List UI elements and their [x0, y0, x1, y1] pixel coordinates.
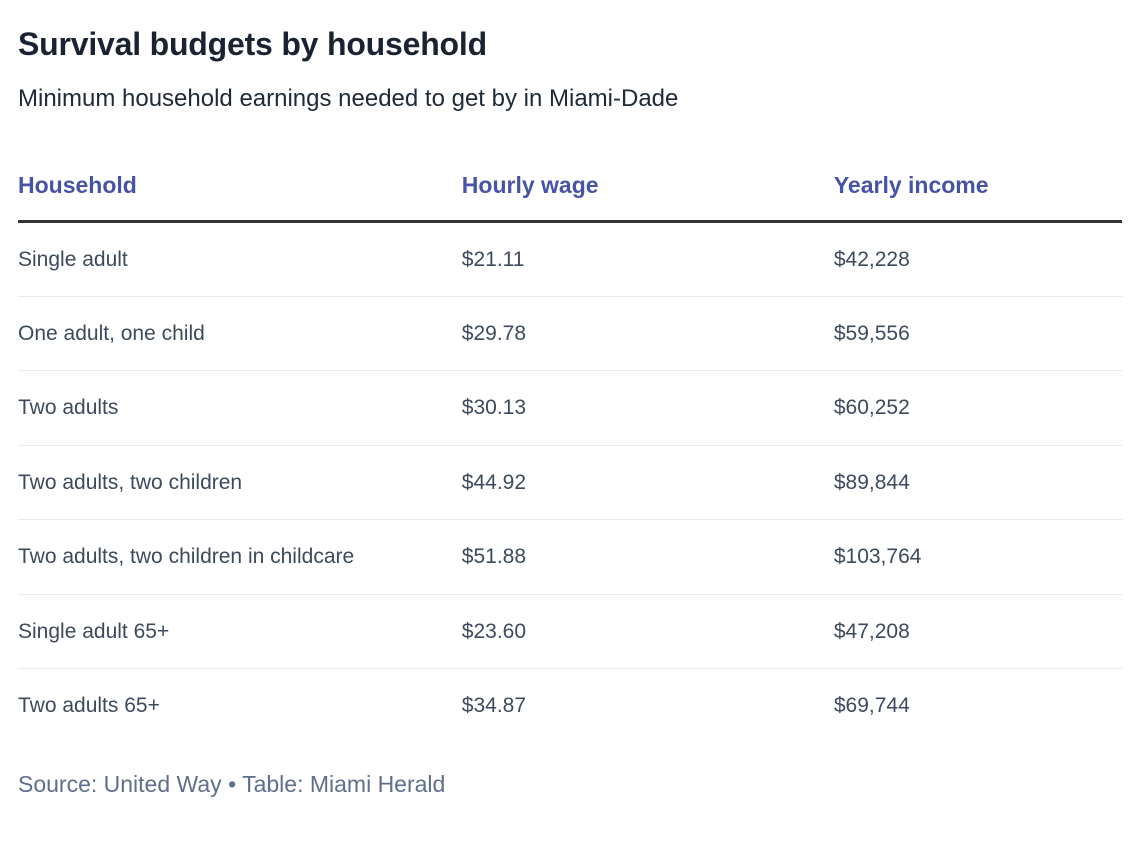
table-header-row: Household Hourly wage Yearly income — [18, 171, 1122, 223]
table-row: Single adult 65+ $23.60 $47,208 — [18, 594, 1122, 669]
yearly-income-cell: $60,252 — [833, 370, 1122, 446]
hourly-wage-cell: $51.88 — [461, 519, 834, 595]
hourly-wage-cell: $30.13 — [461, 370, 834, 446]
yearly-income-cell: $89,844 — [833, 445, 1122, 521]
page-title: Survival budgets by household — [18, 26, 487, 62]
column-header-yearly-income: Yearly income — [833, 171, 1122, 223]
table-card: Survival budgets by household Minimum ho… — [18, 26, 1122, 798]
household-cell: Two adults, two children — [18, 445, 462, 521]
column-header-household: Household — [18, 171, 462, 223]
page-subtitle: Minimum household earnings needed to get… — [18, 84, 679, 112]
yearly-income-cell: $103,764 — [833, 519, 1122, 595]
source-attribution: Source: United Way • Table: Miami Herald — [18, 771, 446, 798]
household-cell: Two adults 65+ — [18, 693, 160, 717]
household-cell: Single adult — [18, 221, 462, 297]
household-cell: Two adults, two children in childcare — [18, 519, 462, 595]
hourly-wage-cell: $29.78 — [461, 296, 834, 372]
table-body: Single adult $21.11 $42,228 One adult, o… — [18, 221, 1122, 742]
table-row: Two adults, two children in childcare $5… — [18, 519, 1122, 595]
table-row: Two adults $30.13 $60,252 — [18, 370, 1122, 446]
survival-budgets-table: Household Hourly wage Yearly income Sing… — [18, 171, 1122, 742]
household-cell: Single adult 65+ — [18, 594, 462, 669]
household-cell: Two adults — [18, 370, 462, 446]
table-row: One adult, one child $29.78 $59,556 — [18, 296, 1122, 372]
table-header: Household Hourly wage Yearly income — [18, 171, 1122, 223]
hourly-wage-cell: $34.87 — [461, 693, 527, 717]
yearly-income-cell: $47,208 — [833, 594, 1122, 669]
column-header-hourly-wage: Hourly wage — [461, 171, 834, 223]
hourly-wage-cell: $44.92 — [461, 445, 834, 521]
yearly-income-cell: $42,228 — [833, 221, 1122, 297]
hourly-wage-cell: $23.60 — [461, 594, 834, 669]
table-row: Two adults, two children $44.92 $89,844 — [18, 445, 1122, 521]
table-row: Single adult $21.11 $42,228 — [18, 221, 1122, 297]
hourly-wage-cell: $21.11 — [461, 221, 834, 297]
table-row: Two adults 65+ $34.87 $69,744 — [18, 668, 1122, 742]
yearly-income-cell: $69,744 — [833, 693, 910, 717]
yearly-income-cell: $59,556 — [833, 296, 1122, 372]
household-cell: One adult, one child — [18, 296, 462, 372]
